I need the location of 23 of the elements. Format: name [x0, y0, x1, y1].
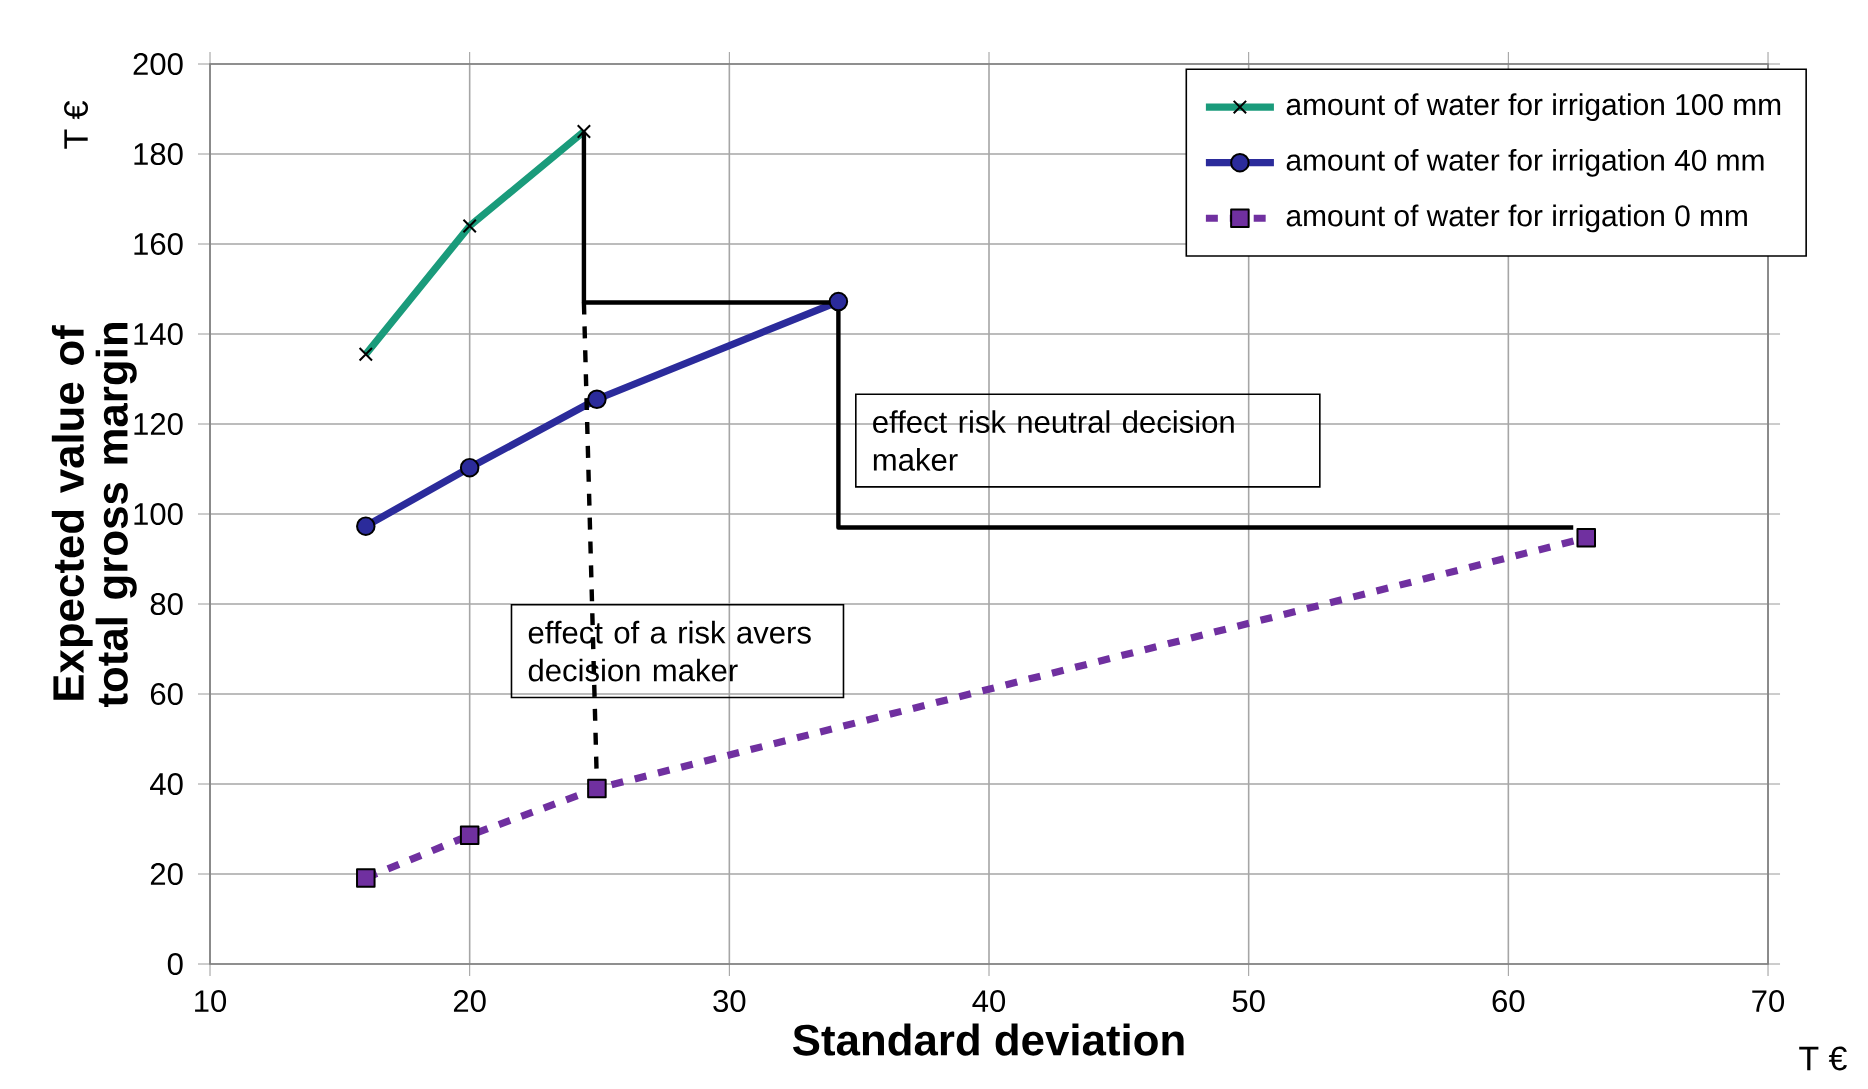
y-tick-label: 80 — [150, 593, 183, 616]
legend-label: amount of water for irrigation 100 mm — [1286, 93, 1781, 122]
x-tick-label: 60 — [1492, 990, 1525, 1013]
y-tick-label: 40 — [150, 773, 183, 796]
x-tick-label: 50 — [1232, 990, 1265, 1013]
x-axis-title: Standard deviation — [792, 1023, 1184, 1056]
legend-label: amount of water for irrigation 40 mm — [1286, 148, 1764, 177]
x-tick-label: 70 — [1752, 990, 1785, 1013]
text: T € — [64, 101, 88, 149]
y-tick-label: 160 — [134, 233, 183, 256]
x-tick-label: 10 — [195, 990, 227, 1013]
x-tick-label: 20 — [453, 990, 486, 1013]
y-tick-label: 20 — [150, 863, 183, 886]
annotation: effect risk neutral decision maker — [873, 410, 1234, 471]
y-tick-label: 200 — [133, 53, 183, 76]
legend-label: amount of water for irrigation 0 mm — [1286, 204, 1747, 233]
x-tick-label: 40 — [972, 990, 1006, 1013]
y-tick-label: 0 — [167, 953, 183, 976]
y-tick-label: 60 — [150, 683, 183, 706]
y-tick-label: 180 — [134, 143, 183, 166]
x-tick-label: 30 — [713, 990, 746, 1013]
annotation: effect of a risk avers decision maker — [528, 620, 811, 682]
text: T € — [1799, 1046, 1847, 1071]
